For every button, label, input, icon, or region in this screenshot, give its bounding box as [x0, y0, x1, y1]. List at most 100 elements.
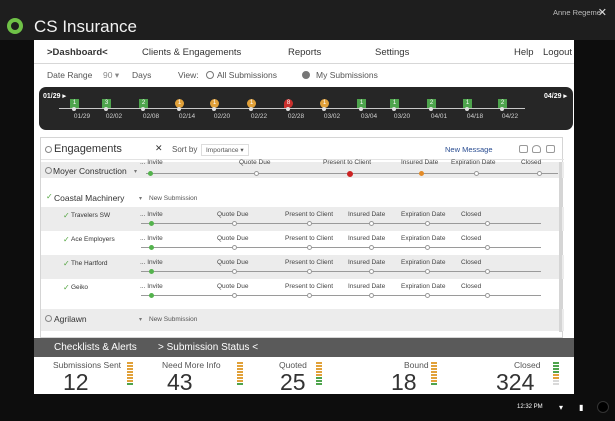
- all-submissions-radio[interactable]: All Submissions: [206, 70, 277, 80]
- timeline-marker[interactable]: 1: [320, 99, 329, 108]
- submission-row[interactable]: ✓ Geiko ... Invite Quote Due Present to Clie…: [41, 279, 564, 303]
- timeline-marker[interactable]: 8: [284, 99, 293, 108]
- timeline-tick: [72, 107, 76, 111]
- nav-logout[interactable]: Logout: [543, 47, 573, 58]
- client-toggle-icon[interactable]: [45, 167, 52, 174]
- timeline-marker[interactable]: 1: [70, 99, 79, 108]
- stage-marker: [369, 221, 374, 226]
- timeline-tick: [465, 107, 469, 111]
- tab-submission-status[interactable]: > Submission Status <: [158, 342, 259, 353]
- new-message-link[interactable]: New Message: [445, 145, 493, 154]
- stage-label: Insured Date: [348, 283, 386, 290]
- timeline-marker[interactable]: 3: [102, 99, 111, 108]
- client-row-agrilawn[interactable]: Agrilawn ▾ New Submission: [41, 309, 564, 331]
- engagements-panel: Engagements ✕ Sort by Importance ▾ New M…: [40, 137, 564, 338]
- stage-label: ... Invite: [140, 283, 163, 290]
- battery-icon[interactable]: ▮: [579, 403, 584, 412]
- client-row-coastal[interactable]: ✓ Coastal Machinery ▾ New Submission: [41, 190, 564, 206]
- stage-label: Closed: [461, 283, 482, 290]
- nav-dashboard[interactable]: >Dashboard<: [47, 47, 108, 58]
- stage-marker: [148, 171, 153, 176]
- my-submissions-label: My Submissions: [316, 70, 378, 80]
- client-toggle-icon[interactable]: [45, 315, 52, 322]
- close-icon[interactable]: ✕: [155, 143, 163, 153]
- chevron-down-icon[interactable]: ▾: [134, 169, 138, 175]
- stat-level-icon: [431, 362, 437, 386]
- timeline-tick: [212, 107, 216, 111]
- stage-label: Present to Client: [285, 235, 334, 242]
- taskbar: 12:32 PM ▾ ▮: [0, 394, 615, 421]
- stat-level-icon: [237, 362, 243, 386]
- chevron-down-icon[interactable]: ▾: [139, 196, 143, 202]
- timeline-date: 01/29: [73, 113, 91, 120]
- carrier-name: Ace Employers: [71, 236, 115, 243]
- date-range-select[interactable]: 90 ▾: [103, 70, 120, 80]
- submission-row[interactable]: ✓ The Hartford ... Invite Quote Due Present …: [41, 255, 564, 279]
- timeline-marker[interactable]: 1: [357, 99, 366, 108]
- stat-value[interactable]: 324: [496, 369, 535, 394]
- client-name: Agrilawn: [54, 314, 87, 324]
- progress-track: [141, 295, 541, 296]
- stage-marker: [537, 171, 542, 176]
- stage-marker: [419, 171, 424, 176]
- timeline-end[interactable]: 04/29 ▸: [544, 93, 567, 100]
- timeline-marker[interactable]: 1: [175, 99, 184, 108]
- chevron-down-icon[interactable]: ▾: [139, 317, 143, 323]
- days-label: Days: [132, 70, 152, 80]
- timeline-marker[interactable]: 1: [463, 99, 472, 108]
- panel-toggle-icon[interactable]: [45, 146, 52, 153]
- timeline-start[interactable]: 01/29 ▸: [43, 93, 66, 100]
- timeline-tick: [177, 107, 181, 111]
- stage-label: ... Invite: [140, 235, 163, 242]
- stage-marker: [425, 245, 430, 250]
- chat-icon[interactable]: [519, 145, 528, 153]
- scrollbar[interactable]: [559, 162, 562, 332]
- mail-icon[interactable]: [546, 145, 555, 153]
- timeline-marker[interactable]: 2: [139, 99, 148, 108]
- stage-marker: [149, 293, 154, 298]
- new-submission-link[interactable]: New Submission: [149, 195, 198, 202]
- timeline-date: 03/04: [360, 113, 378, 120]
- stat-value[interactable]: 25: [280, 369, 306, 394]
- timeline-marker[interactable]: 2: [498, 99, 507, 108]
- app-title: CS Insurance: [34, 17, 137, 36]
- timeline-date: 02/02: [105, 113, 123, 120]
- person-icon[interactable]: [532, 145, 541, 153]
- stage-marker: [425, 269, 430, 274]
- submission-row[interactable]: ✓ Travelers SW ... Invite Quote Due Present …: [41, 207, 564, 231]
- user-name: Anne Regeme: [553, 8, 601, 17]
- submission-row[interactable]: ✓ Ace Employers ... Invite Quote Due Present…: [41, 231, 564, 255]
- timeline-marker[interactable]: 1: [247, 99, 256, 108]
- timeline-date: 03/02: [323, 113, 341, 120]
- timeline-marker[interactable]: 2: [427, 99, 436, 108]
- power-icon[interactable]: [597, 401, 609, 413]
- timeline-marker[interactable]: 1: [210, 99, 219, 108]
- sort-by-select[interactable]: Importance ▾: [201, 144, 249, 156]
- new-submission-link[interactable]: New Submission: [149, 316, 198, 323]
- my-submissions-radio[interactable]: My Submissions: [302, 70, 378, 80]
- nav-reports[interactable]: Reports: [288, 47, 322, 58]
- check-icon: ✓: [63, 283, 70, 292]
- engagements-header: Engagements ✕ Sort by Importance ▾ New M…: [41, 138, 564, 160]
- nav-clients-engagements[interactable]: Clients & Engagements: [142, 47, 242, 58]
- timeline-marker[interactable]: 1: [390, 99, 399, 108]
- nav-help[interactable]: Help: [514, 47, 534, 58]
- app-content: >Dashboard< Clients & Engagements Report…: [34, 40, 574, 394]
- timeline-tick: [141, 107, 145, 111]
- stat-value[interactable]: 43: [167, 369, 193, 394]
- stage-marker: [232, 269, 237, 274]
- stat-value[interactable]: 18: [391, 369, 417, 394]
- client-row-moyer[interactable]: Moyer Construction ▾ ... Invite Quote Du…: [41, 159, 564, 178]
- tab-checklists-alerts[interactable]: Checklists & Alerts: [54, 342, 137, 353]
- wifi-icon[interactable]: ▾: [559, 403, 564, 412]
- stage-marker: [485, 221, 490, 226]
- nav-settings[interactable]: Settings: [375, 47, 410, 58]
- stage-label: Insured Date: [348, 211, 386, 218]
- stage-marker: [149, 221, 154, 226]
- stage-label: Quote Due: [217, 211, 249, 218]
- stage-marker: [232, 293, 237, 298]
- stat-value[interactable]: 12: [63, 369, 89, 394]
- stage-quote-due: Quote Due: [239, 159, 271, 166]
- stage-label: Insured Date: [348, 259, 386, 266]
- window-close-icon[interactable]: ✕: [597, 7, 607, 19]
